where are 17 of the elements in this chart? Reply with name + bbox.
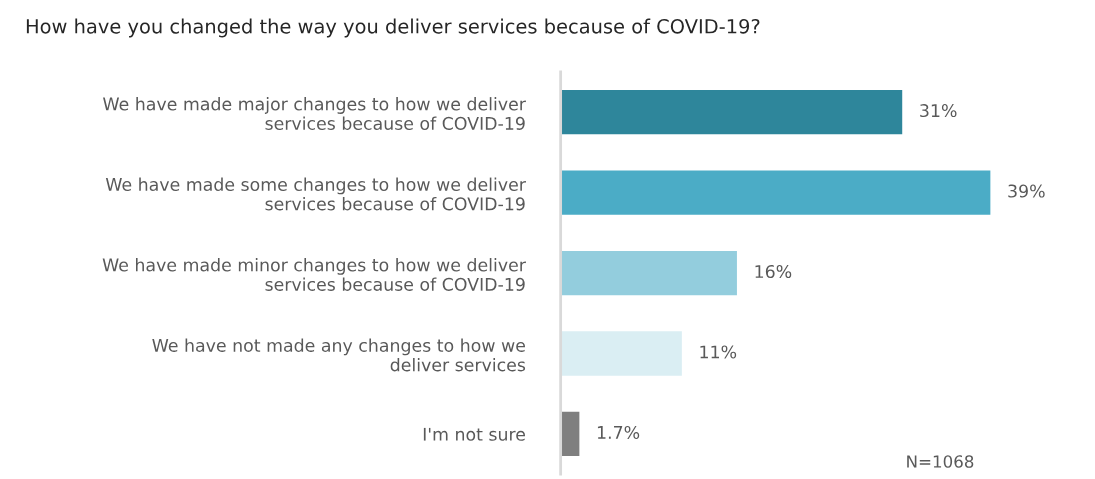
y-tick-label: We have not made any changes to how we deliver services bbox=[152, 338, 526, 372]
text: How have you changed the way you deliver services because of COVID-19? bbox=[26, 18, 760, 38]
data-label: 16% bbox=[755, 264, 792, 279]
data-label: 1.7% bbox=[597, 425, 640, 440]
y-tick-label: I'm not sure bbox=[423, 427, 525, 441]
annotation: N=1068 bbox=[907, 455, 974, 468]
y-tick-label: We have made some changes to how we deliver services because of COVID-19 bbox=[105, 177, 526, 211]
bar bbox=[560, 331, 682, 376]
bar bbox=[560, 89, 903, 135]
bar bbox=[560, 411, 580, 457]
y-tick-label: We have made minor changes to how we deliver services because of COVID-19 bbox=[102, 258, 526, 291]
data-label: 31% bbox=[920, 103, 957, 118]
bar bbox=[560, 250, 737, 296]
data-label: 11% bbox=[700, 345, 737, 359]
data-label: 39% bbox=[1008, 184, 1045, 198]
y-tick-label: We have made major changes to how we deliver services because of COVID-19 bbox=[103, 97, 526, 130]
bar bbox=[560, 170, 991, 215]
